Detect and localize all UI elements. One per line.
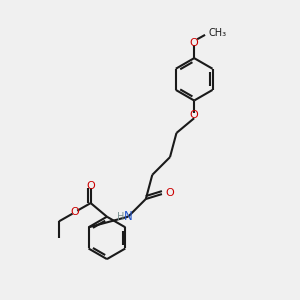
Text: O: O — [70, 207, 79, 217]
Text: O: O — [190, 110, 199, 120]
Text: O: O — [190, 38, 199, 48]
Text: O: O — [165, 188, 174, 198]
Text: CH₃: CH₃ — [208, 28, 226, 38]
Text: O: O — [86, 181, 95, 191]
Text: N: N — [124, 210, 133, 223]
Text: H: H — [117, 212, 124, 222]
